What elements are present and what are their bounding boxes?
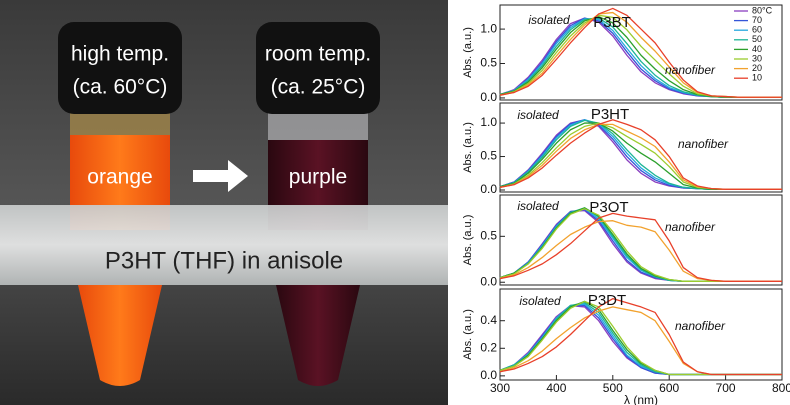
annotation: isolated	[519, 294, 561, 308]
annotation: nanofiber	[665, 220, 716, 234]
y-axis-label: Abs. (a.u.)	[462, 122, 474, 173]
annotation: nanofiber	[678, 137, 729, 151]
legend-label: 70	[752, 15, 762, 25]
y-tick-label: 0.0	[480, 274, 497, 288]
liquid-label: purple	[289, 166, 347, 189]
y-tick-label: 1.0	[480, 21, 497, 35]
y-axis-label: Abs. (a.u.)	[462, 309, 474, 360]
vial-label: room temp.	[265, 43, 371, 66]
vial-cap	[256, 22, 380, 114]
legend-label: 10	[752, 73, 762, 83]
y-tick-label: 0.5	[480, 56, 497, 70]
chart-title: P3OT	[589, 199, 628, 216]
x-tick-label: 300	[490, 381, 510, 395]
liquid-label: orange	[87, 166, 152, 189]
x-tick-label: 700	[716, 381, 736, 395]
figure: high temp. (ca. 60°C) room temp. (ca. 25…	[0, 0, 790, 405]
legend-label: 30	[752, 53, 762, 63]
legend-label: 50	[752, 34, 762, 44]
annotation: isolated	[517, 199, 559, 213]
chart-title: P3BT	[593, 14, 631, 31]
legend-label: 80°C	[752, 5, 773, 15]
y-tick-label: 0.5	[480, 149, 497, 163]
photo: high temp. (ca. 60°C) room temp. (ca. 25…	[0, 0, 448, 405]
y-tick-label: 1.0	[480, 115, 497, 129]
chart-panel: 0.0 0.5 1.0 Abs. (a.u.) P3HT isolated nanofibe…	[462, 103, 782, 196]
chart-title: P3DT	[588, 292, 626, 309]
annotation: isolated	[528, 13, 570, 27]
vial-label: high temp.	[71, 43, 169, 66]
annotation: nanofiber	[675, 319, 726, 333]
vial-cap	[58, 22, 182, 114]
annotation: isolated	[517, 108, 559, 122]
y-tick-label: 0.5	[480, 228, 497, 242]
y-axis-label: Abs. (a.u.)	[462, 27, 474, 78]
y-tick-label: 0.4	[480, 313, 497, 327]
y-tick-label: 0.0	[480, 90, 497, 104]
annotation: nanofiber	[665, 63, 716, 77]
x-axis-label: λ (nm)	[624, 393, 658, 405]
caption: P3HT (THF) in anisole	[105, 247, 343, 274]
vial-label: (ca. 25°C)	[271, 76, 366, 99]
chart-title: P3HT	[591, 106, 629, 123]
y-tick-label: 0.0	[480, 182, 497, 196]
legend-label: 40	[752, 44, 762, 54]
x-tick-label: 500	[603, 381, 623, 395]
x-tick-label: 400	[546, 381, 566, 395]
vial-label: (ca. 60°C)	[73, 76, 168, 99]
y-axis-label: Abs. (a.u.)	[462, 215, 474, 266]
chart-panel: 0.0 0.5 Abs. (a.u.) P3OT isolated nanofiber	[462, 195, 782, 288]
x-tick-label: 600	[659, 381, 679, 395]
legend-label: 60	[752, 25, 762, 35]
legend-label: 20	[752, 63, 762, 73]
chart-panel: 0.0 0.2 0.4 300 400 500 600 700 800 λ (nm) Abs. (a…	[462, 289, 790, 405]
y-tick-label: 0.0	[480, 368, 497, 382]
x-tick-label: 800	[772, 381, 790, 395]
chart-panel: 0.0 0.5 1.0 Abs. (a.u.) P3BT isolated nanofibe…	[462, 5, 782, 104]
y-tick-label: 0.2	[480, 340, 497, 354]
